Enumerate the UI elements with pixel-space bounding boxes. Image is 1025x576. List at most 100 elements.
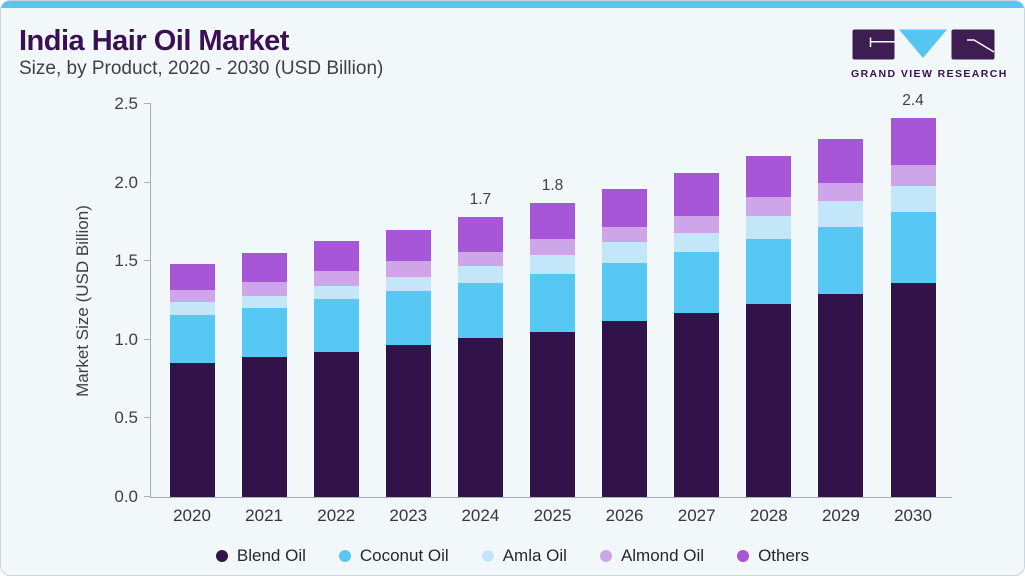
bar-segment-coconut-oil	[313, 298, 359, 353]
bar-segment-almond-oil	[457, 251, 503, 266]
bar-segment-others	[818, 138, 864, 183]
y-tick-mark	[144, 417, 151, 419]
bar-segment-almond-oil	[602, 226, 648, 243]
x-axis-label-2027: 2027	[677, 506, 716, 525]
legend-swatch-icon	[481, 550, 494, 562]
x-axis-label-2026: 2026	[605, 506, 644, 525]
bar-segment-coconut-oil	[241, 308, 287, 358]
bar-segment-blend-oil	[457, 338, 503, 497]
y-tick-mark	[144, 260, 151, 262]
legend-swatch-icon	[737, 550, 750, 562]
x-axis-label-2022: 2022	[317, 506, 356, 525]
gvr-logo: GRAND VIEW RESEARCH	[851, 29, 1008, 80]
bar-segment-blend-oil	[313, 352, 359, 497]
legend-label: Blend Oil	[236, 546, 306, 565]
bar-segment-blend-oil	[818, 294, 864, 497]
legend-label: Coconut Oil	[359, 546, 449, 565]
x-axis-label-2028: 2028	[749, 506, 788, 525]
bar-2023	[385, 229, 431, 497]
bar-2030	[890, 118, 936, 497]
bar-segment-amla-oil	[602, 242, 648, 263]
bar-segment-amla-oil	[385, 276, 431, 292]
bar-segment-others	[674, 173, 720, 216]
bar-segment-coconut-oil	[385, 291, 431, 345]
bar-segment-amla-oil	[313, 286, 359, 299]
bar-segment-others	[746, 155, 792, 197]
page-subtitle: Size, by Product, 2020 - 2030 (USD Billi…	[19, 58, 384, 79]
y-tick-mark	[144, 181, 151, 183]
bar-total-label-2030: 2.4	[902, 92, 924, 110]
legend-item-coconut-oil: Coconut Oil	[338, 546, 449, 566]
bar-segment-almond-oil	[530, 239, 575, 255]
bar-segment-almond-oil	[241, 281, 287, 296]
y-tick-label: 1.5	[114, 251, 138, 271]
gvr-logo-text: GRAND VIEW RESEARCH	[851, 68, 1008, 80]
bar-segment-others	[313, 240, 359, 271]
bar-segment-coconut-oil	[674, 251, 720, 314]
bar-segment-coconut-oil	[530, 273, 575, 332]
y-tick-label: 0.5	[114, 408, 138, 428]
bar-segment-others	[241, 253, 287, 282]
bar-segment-amla-oil	[241, 295, 287, 309]
bar-2029	[818, 138, 864, 497]
bar-segment-almond-oil	[746, 196, 792, 216]
bar-segment-blend-oil	[674, 313, 720, 497]
bar-segment-almond-oil	[169, 289, 215, 303]
y-axis-title: Market Size (USD Billion)	[73, 205, 92, 397]
bar-total-label-2024: 1.7	[469, 191, 492, 209]
bar-2021	[241, 253, 287, 497]
bar-segment-almond-oil	[385, 261, 431, 277]
bar-segment-coconut-oil	[890, 212, 936, 284]
bar-segment-amla-oil	[674, 232, 720, 252]
bar-segment-almond-oil	[313, 270, 359, 287]
x-axis-label-2024: 2024	[461, 506, 500, 525]
x-axis-label-2030: 2030	[894, 506, 932, 525]
legend-item-amla-oil: Amla Oil	[481, 546, 567, 566]
top-accent-strip	[1, 1, 1024, 8]
y-tick-mark	[144, 338, 151, 340]
bar-segment-blend-oil	[241, 357, 287, 497]
y-tick-label: 1.0	[114, 329, 138, 349]
bar-segment-blend-oil	[602, 320, 648, 497]
legend-swatch-icon	[215, 550, 228, 562]
bar-segment-blend-oil	[385, 344, 431, 497]
bar-segment-almond-oil	[890, 165, 936, 186]
legend-swatch-icon	[338, 550, 351, 562]
y-tick-label: 0.0	[114, 487, 138, 506]
bar-segment-coconut-oil	[169, 314, 215, 364]
bar-segment-coconut-oil	[602, 262, 648, 321]
x-axis-label-2025: 2025	[533, 506, 572, 525]
bar-2020	[169, 264, 215, 497]
bar-2025	[530, 203, 575, 497]
bar-segment-others	[169, 264, 215, 290]
bar-segment-coconut-oil	[746, 239, 792, 304]
bar-segment-amla-oil	[169, 302, 215, 315]
legend-label: Others	[758, 546, 810, 565]
legend-label: Amla Oil	[502, 546, 567, 565]
legend-item-almond-oil: Almond Oil	[599, 546, 705, 566]
bar-2026	[602, 188, 648, 497]
chart-legend: Blend Oil Coconut Oil Amla Oil Almond Oil Ot…	[1, 546, 1024, 566]
legend-item-blend-oil: Blend Oil	[215, 546, 306, 566]
bar-segment-almond-oil	[818, 182, 864, 202]
bar-segment-others	[602, 188, 648, 227]
bar-segment-others	[890, 118, 936, 166]
bar-segment-others	[457, 217, 503, 252]
y-tick-mark	[144, 103, 151, 104]
bar-2022	[313, 240, 359, 497]
legend-label: Almond Oil	[620, 546, 705, 565]
bar-total-label-2025: 1.8	[541, 177, 564, 195]
bar-2024	[457, 217, 503, 497]
gvr-logo-mark	[852, 29, 995, 60]
y-tick-label: 2.5	[114, 94, 138, 113]
bar-segment-amla-oil	[530, 254, 575, 274]
legend-item-others: Others	[737, 546, 809, 566]
bar-segment-others	[385, 229, 431, 262]
bar-segment-blend-oil	[530, 331, 575, 497]
legend-swatch-icon	[599, 550, 612, 562]
bar-segment-others	[530, 203, 575, 240]
page-title: India Hair Oil Market	[19, 25, 289, 57]
bar-segment-amla-oil	[818, 201, 864, 227]
y-tick-label: 2.0	[114, 172, 138, 192]
